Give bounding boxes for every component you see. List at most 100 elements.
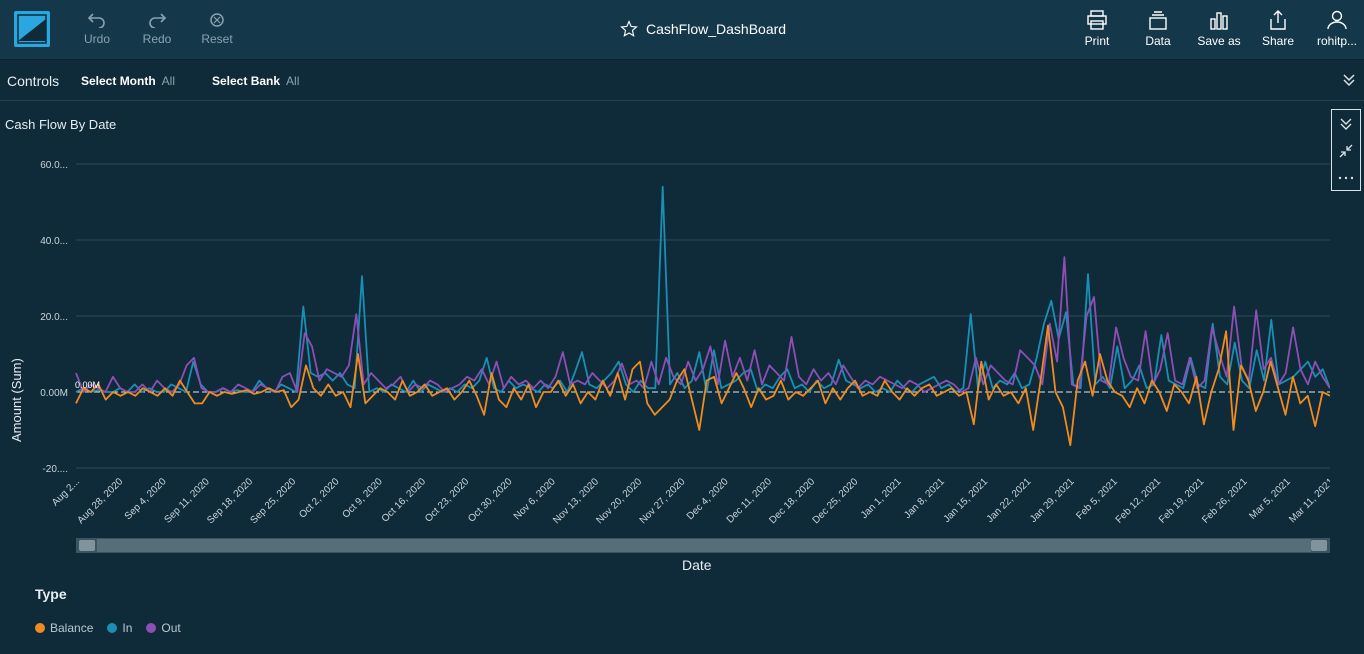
redo-label: Redo [142,32,172,46]
x-tick-label: Jan 15, 2021 [942,476,991,525]
x-tick-label: Jan 29, 2021 [1028,476,1077,525]
reset-icon [210,13,224,27]
x-tick-label: Oct 30, 2020 [466,476,515,525]
bar-chart-icon [1210,12,1228,30]
app-logo-icon[interactable] [14,11,50,47]
dashboard-title: CashFlow_DashBoard [620,20,786,38]
visual-menu [1331,109,1361,191]
undo-button[interactable]: Urdo [82,10,112,46]
controls-collapse-button[interactable] [1342,72,1356,93]
legend-label-out: Out [161,621,181,635]
series-line-in[interactable] [75,185,1330,393]
x-tick-label: Dec 4, 2020 [685,476,731,522]
share-icon [1270,10,1286,30]
y-tick-label: -20.... [42,464,68,475]
legend-title: Type [35,586,67,602]
x-tick-label: Sep 4, 2020 [123,476,169,522]
visual-more-button[interactable] [1332,164,1360,191]
x-tick-label: Dec 25, 2020 [811,476,861,526]
legend-swatch-out [146,623,157,633]
legend-label-in: In [122,621,133,635]
x-tick-label: Aug 28, 2020 [75,476,125,526]
y-tick-label: 20.0... [40,312,68,323]
legend-swatch-balance [35,623,45,633]
dashboard-title-text: CashFlow_DashBoard [646,21,787,37]
y-tick-label: 0.00M [40,388,68,399]
x-tick-label: Nov 27, 2020 [638,476,688,526]
x-tick-label: Sep 25, 2020 [248,476,298,526]
share-button[interactable]: Share [1261,10,1295,48]
zero-line-label: 0.00M [75,380,100,390]
user-label: rohitp... [1316,34,1358,48]
select-month-value: All [161,74,176,88]
redo-icon [149,13,167,28]
legend-label-balance: Balance [50,621,94,635]
double-chevron-down-icon [1340,118,1352,130]
x-tick-label: Mar 5, 2021 [1247,476,1293,522]
y-tick-label: 40.0... [40,236,68,247]
y-axis-ticks: 60.0... 40.0... 20.0... 0.00M -20.... [40,160,68,475]
x-tick-label: Feb 26, 2021 [1200,476,1250,526]
legend-swatch-in [107,623,118,633]
star-icon[interactable] [620,20,638,38]
more-dots-icon [1338,176,1354,179]
select-bank-value: All [286,74,300,88]
y-tick-label: 60.0... [40,160,68,171]
y-axis-label: Amount (Sum) [9,358,24,442]
x-tick-label: Oct 23, 2020 [423,476,472,525]
select-bank-label: Select Bank [212,74,281,88]
x-tick-label: Oct 2, 2020 [297,476,342,521]
top-toolbar: Urdo Redo Reset CashFlow_DashBoard Print… [0,0,1364,60]
x-tick-label: Nov 6, 2020 [512,476,558,522]
x-tick-label: Jan 1, 2021 [859,476,904,521]
printer-icon [1087,10,1107,30]
user-menu-button[interactable]: rohitp... [1312,10,1362,48]
save-as-button[interactable]: Save as [1196,10,1242,48]
scrollbar-thumb[interactable] [97,539,1311,552]
x-tick-label: Jan 8, 2021 [902,476,947,521]
share-label: Share [1261,34,1295,48]
x-tick-label: Mar 11, 2021 [1287,476,1330,525]
series-line-balance[interactable] [75,324,1330,447]
select-month-label: Select Month [81,74,156,88]
cash-flow-line-chart: 60.0... 40.0... 20.0... 0.00M -20.... Aug 2.… [9,160,1330,573]
x-tick-label: Oct 9, 2020 [340,476,385,521]
controls-label: Controls [7,73,60,89]
x-tick-label: Feb 5, 2021 [1074,476,1120,522]
legend-item-out[interactable]: Out [146,621,181,635]
reset-label: Reset [201,32,233,46]
select-bank-control[interactable]: Select Bank All [212,74,299,88]
print-label: Print [1084,34,1110,48]
undo-icon [87,13,105,28]
x-tick-label: Oct 16, 2020 [380,476,429,525]
visual-collapse-button[interactable] [1332,110,1360,137]
reset-button[interactable]: Reset [201,10,233,46]
legend-item-in[interactable]: In [107,621,132,635]
user-icon [1327,10,1347,30]
chart-gridlines [76,163,1330,469]
scrollbar-left-handle[interactable] [79,540,95,551]
series-line-out[interactable] [75,256,1330,393]
chart-legend: Balance In Out [35,621,181,635]
select-month-control[interactable]: Select Month All [81,74,175,88]
chart-series-lines [75,185,1330,447]
undo-label: Urdo [83,32,110,46]
chart-scrollbar[interactable] [76,538,1330,553]
scrollbar-right-handle[interactable] [1311,540,1327,551]
data-button[interactable]: Data [1142,10,1174,48]
minimize-arrows-icon [1339,144,1353,157]
print-button[interactable]: Print [1081,10,1113,48]
double-chevron-down-icon [1343,74,1355,87]
x-tick-label: Aug 2... [50,476,82,508]
redo-button[interactable]: Redo [142,10,172,46]
save-as-label: Save as [1197,34,1241,48]
data-label: Data [1145,34,1171,48]
data-icon [1149,11,1167,30]
visual-title: Cash Flow By Date [5,117,117,132]
legend-item-balance[interactable]: Balance [35,621,93,635]
visual-minimize-button[interactable] [1332,137,1360,164]
controls-bar: Controls Select Month All Select Bank All [0,60,1364,101]
x-axis-label: Date [682,557,712,573]
x-tick-label: Jan 22, 2021 [985,476,1034,525]
